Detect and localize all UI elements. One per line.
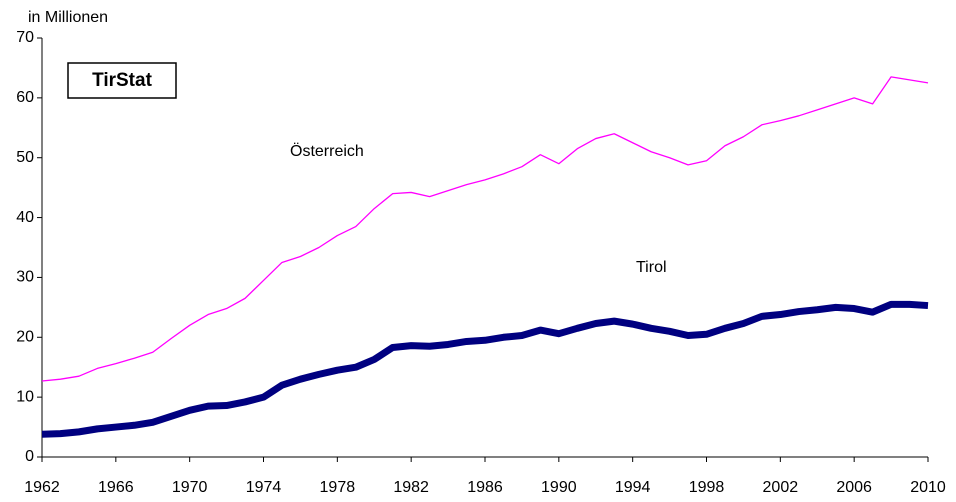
x-tick-label: 1982 (393, 479, 429, 496)
series-line (41, 300, 929, 438)
annotation-box (67, 62, 177, 99)
y-tick-label: 20 (16, 329, 34, 346)
y-tick-label: 10 (16, 388, 34, 405)
x-tick-label: 2002 (763, 479, 799, 496)
series-label: Tirol (636, 259, 667, 276)
x-tick-label: 1962 (24, 479, 60, 496)
x-tick-label: 1970 (172, 479, 208, 496)
y-tick-label: 50 (16, 149, 34, 166)
annotation: TirStat (92, 70, 153, 91)
y-tick-label: 60 (16, 89, 34, 106)
x-tick-label: 1974 (246, 479, 282, 496)
x-tick-label: 1990 (541, 479, 577, 496)
x-tick-label: 2006 (836, 479, 872, 496)
x-tick-label: 1994 (615, 479, 651, 496)
y-tick-label: 0 (25, 448, 34, 465)
x-tick-label: 1998 (689, 479, 725, 496)
x-tick-label: 1966 (98, 479, 134, 496)
y-axis-label: in Millionen (28, 9, 108, 26)
y-tick-label: 30 (16, 269, 34, 286)
y-tick-label: 70 (16, 29, 34, 46)
x-tick-label: 1978 (320, 479, 356, 496)
x-tick-label: 2010 (910, 479, 946, 496)
series-label: Österreich (290, 142, 364, 160)
y-tick-label: 40 (16, 209, 34, 226)
series-line (41, 76, 929, 382)
x-tick-label: 1986 (467, 479, 503, 496)
